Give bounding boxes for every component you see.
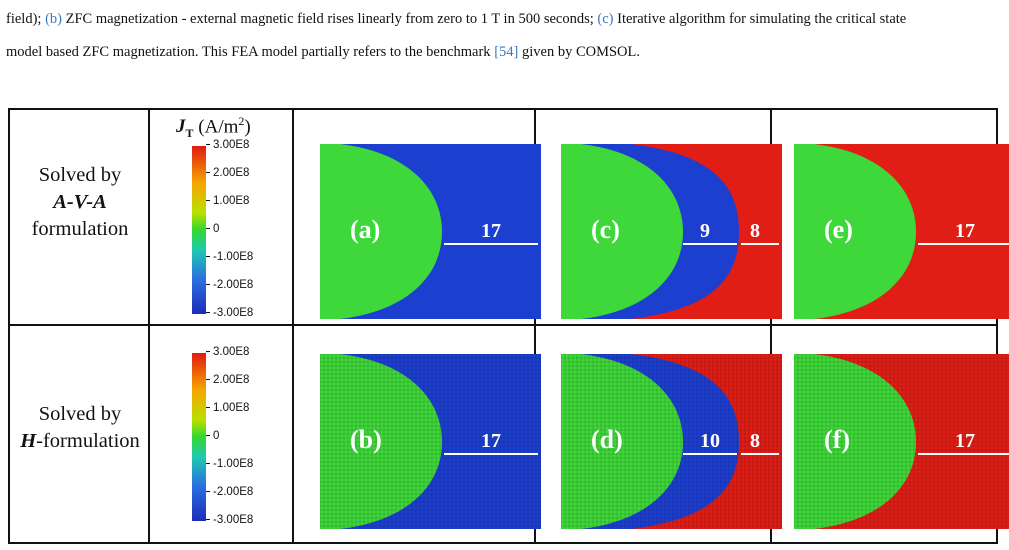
results-figure-grid: Solved by A-V-A formulation Solved by H-… <box>8 108 1009 544</box>
dimension-arrow <box>683 453 737 455</box>
dimension-label: 8 <box>750 220 760 242</box>
colorbar-tick: 1.00E8 <box>206 195 249 207</box>
panel-label-a: (a) <box>350 215 381 244</box>
green-core <box>561 144 683 319</box>
dimension-label: 8 <box>750 430 760 452</box>
panel-f: (f) 17 <box>794 354 1009 529</box>
caption-ref-c[interactable]: (c) <box>597 11 614 27</box>
panel-c: (c) 9 8 <box>561 144 782 319</box>
row-label-h: Solved by H-formulation <box>20 403 140 452</box>
dimension-arrow <box>741 243 779 245</box>
colorbar-tick: 2.00E8 <box>206 374 249 386</box>
panel-b: (b) 17 <box>320 354 541 529</box>
colorbar-tick: -1.00E8 <box>206 251 253 263</box>
panel-d: (d) 10 8 <box>561 354 782 529</box>
green-core <box>794 144 916 319</box>
dimension-label: 10 <box>700 430 720 452</box>
dimension-label: 17 <box>481 220 501 242</box>
divider <box>292 110 294 542</box>
panel-a: (a) 17 <box>320 144 541 319</box>
green-core <box>561 354 683 529</box>
green-core <box>320 144 442 319</box>
dimension-arrow <box>444 243 538 245</box>
colorbar-tick: -2.00E8 <box>206 279 253 291</box>
dimension-label: 17 <box>955 430 975 452</box>
dimension-arrow <box>683 243 737 245</box>
panel-label-f: (f) <box>824 425 850 454</box>
figure-caption: field); (b) ZFC magnetization - external… <box>6 3 1006 69</box>
colorbar-tick: -1.00E8 <box>206 458 253 470</box>
divider <box>10 324 996 326</box>
divider <box>770 110 772 542</box>
colorbar-tick: -3.00E8 <box>206 514 253 526</box>
dimension-arrow <box>444 453 538 455</box>
row-label-ava: Solved by A-V-A formulation <box>31 164 129 240</box>
colorbar-tick: 3.00E8 <box>206 346 249 358</box>
dimension-arrow <box>918 243 1009 245</box>
dimension-arrow <box>918 453 1009 455</box>
colorbar-tick: 2.00E8 <box>206 167 249 179</box>
colorbar-tick: -2.00E8 <box>206 486 253 498</box>
dimension-arrow <box>741 453 779 455</box>
caption-ref-b[interactable]: (b) <box>45 11 62 27</box>
dimension-label: 17 <box>481 430 501 452</box>
dimension-label: 17 <box>955 220 975 242</box>
panel-label-b: (b) <box>350 425 382 454</box>
panel-e: (e) 17 <box>794 144 1009 319</box>
colorbar-gradient <box>192 146 206 314</box>
divider <box>148 110 150 542</box>
colorbar-tick: 1.00E8 <box>206 402 249 414</box>
colorbar-tick: 0 <box>206 430 219 442</box>
caption-line-2: model based ZFC magnetization. This FEA … <box>6 44 641 60</box>
panel-label-d: (d) <box>591 425 623 454</box>
colorbar-title: JT (A/m2) <box>176 114 251 141</box>
colorbar-tick: 0 <box>206 223 219 235</box>
divider <box>534 110 536 542</box>
green-core <box>794 354 916 529</box>
green-core <box>320 354 442 529</box>
colorbar-tick: -3.00E8 <box>206 307 253 319</box>
panel-label-c: (c) <box>591 215 620 244</box>
panel-label-e: (e) <box>824 215 853 244</box>
colorbar-gradient <box>192 353 206 521</box>
colorbar-tick: 3.00E8 <box>206 139 249 151</box>
dimension-label: 9 <box>700 220 710 242</box>
citation-link[interactable]: [54] <box>494 44 519 60</box>
caption-line-1: field); (b) ZFC magnetization - external… <box>6 11 907 27</box>
